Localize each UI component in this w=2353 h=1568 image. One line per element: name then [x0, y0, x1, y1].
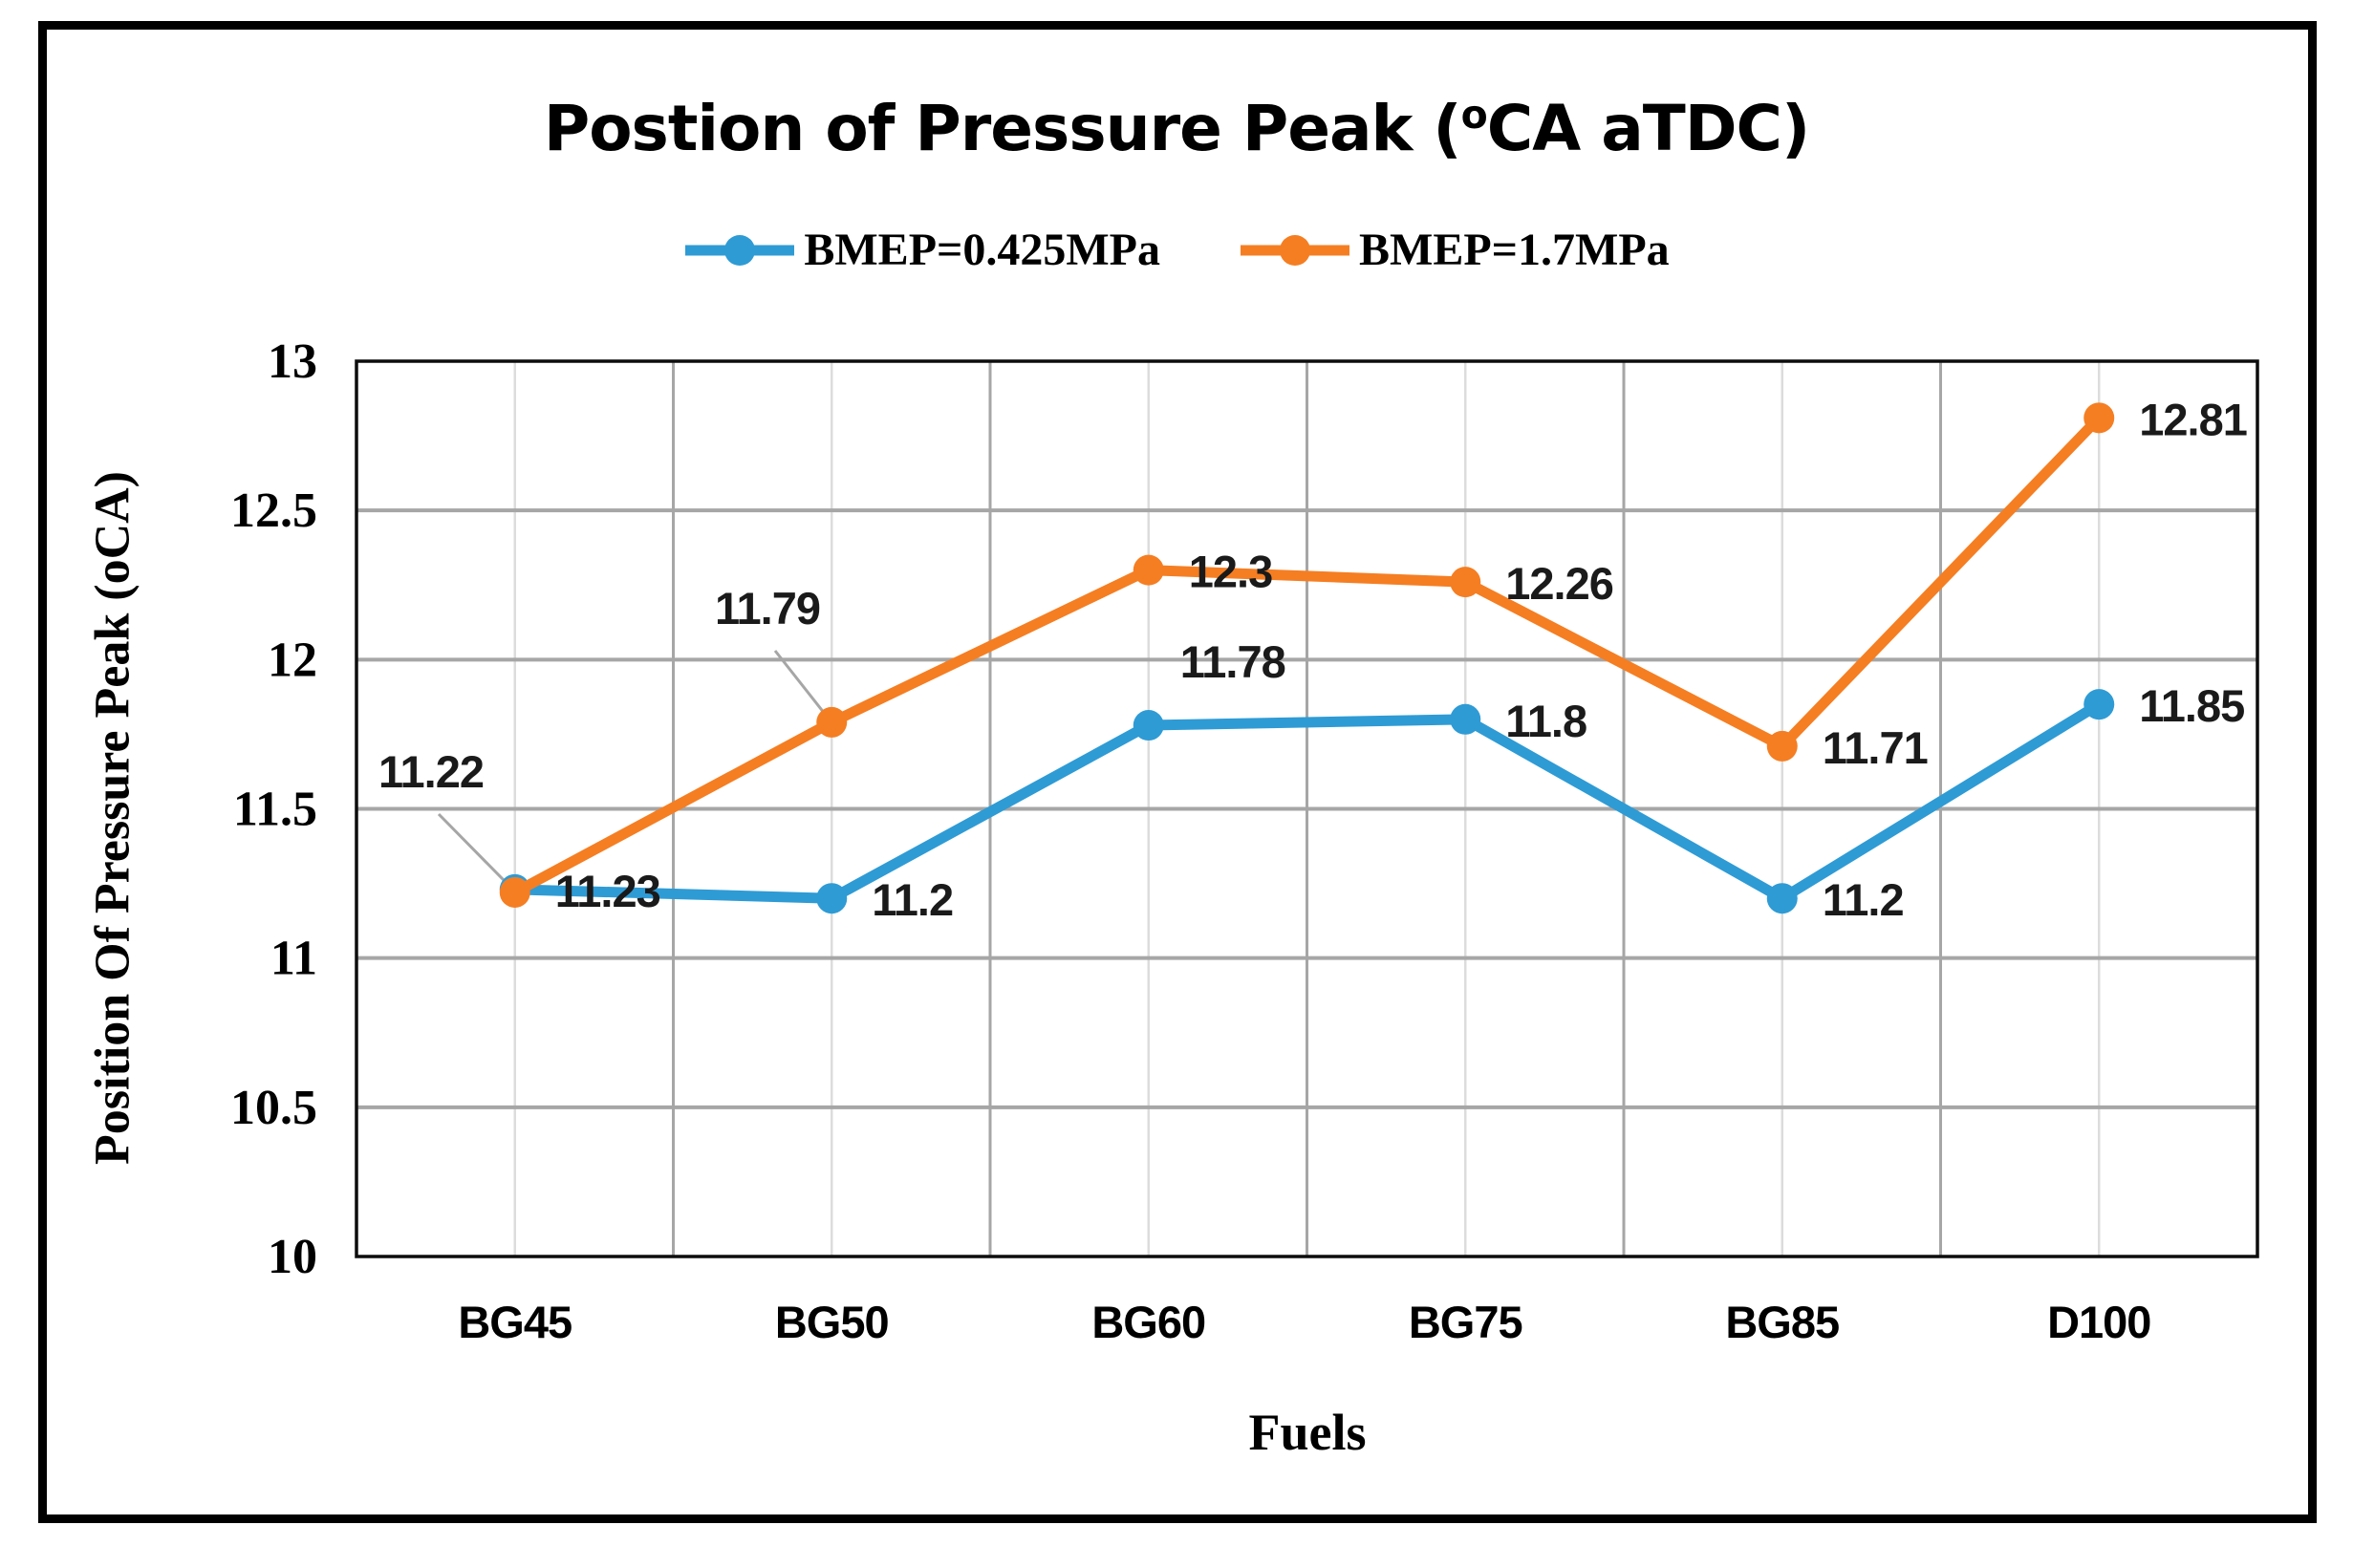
data-point-label: 11.22: [378, 746, 484, 797]
chart-title-degree-superscript: o: [1460, 92, 1488, 138]
y-tick-label: 13: [268, 334, 317, 389]
data-point: [816, 706, 848, 738]
data-point: [1766, 883, 1798, 914]
data-point-label: 11.79: [715, 583, 820, 634]
data-point: [2083, 689, 2115, 720]
data-point-label: 11.2: [872, 874, 953, 925]
y-tick-label: 10: [268, 1230, 317, 1284]
legend-label: BMEP=0.425MPa: [804, 225, 1160, 275]
y-tick-label: 10.5: [230, 1081, 317, 1135]
data-point-label: 12.81: [2139, 394, 2247, 444]
data-label-leader-line: [437, 812, 511, 889]
x-tick-label: BG45: [458, 1297, 572, 1347]
figure-border: [38, 21, 2317, 1523]
series-line-0: [509, 698, 2105, 904]
legend-label: BMEP=1.7MPa: [1359, 225, 1670, 275]
legend: BMEP=0.425MPa BMEP=1.7MPa: [0, 224, 2353, 276]
series-line-1: [509, 412, 2105, 898]
y-tick-label: 11.5: [233, 783, 317, 837]
data-point-label: 11.78: [1180, 636, 1285, 687]
chart-title-suffix: CA aTDC): [1486, 92, 1810, 165]
x-tick-label: BG85: [1725, 1297, 1839, 1347]
y-tick-label: 12.5: [230, 483, 317, 538]
chart-title-prefix: Postion of Pressure Peak (: [543, 92, 1462, 165]
data-point-label: 12.26: [1505, 558, 1613, 609]
x-tick-label: D100: [2047, 1297, 2150, 1347]
legend-marker-line-icon: [685, 234, 795, 266]
data-point: [499, 876, 530, 908]
x-axis-title: Fuels: [1248, 1404, 1367, 1461]
data-point-label: 12.3: [1189, 547, 1272, 597]
data-point-label: 11.71: [1823, 722, 1928, 773]
data-point: [1450, 703, 1481, 735]
data-point: [1450, 567, 1481, 598]
data-point: [1133, 710, 1164, 741]
data-point: [1133, 554, 1164, 586]
legend-item-bmep-0425: BMEP=0.425MPa: [683, 224, 1160, 276]
data-point: [816, 883, 848, 914]
y-tick-label: 11: [270, 932, 317, 986]
legend-item-bmep-17: BMEP=1.7MPa: [1239, 224, 1670, 276]
data-point-label: 11.8: [1505, 696, 1587, 746]
data-point-label: 11.2: [1823, 874, 1904, 925]
y-tick-label: 12: [268, 633, 317, 687]
x-tick-label: BG60: [1091, 1297, 1205, 1347]
data-point-label: 11.23: [555, 866, 660, 916]
plot-border: [355, 359, 2259, 1258]
data-point: [1766, 730, 1798, 762]
data-point-label: 11.85: [2139, 680, 2244, 731]
data-label-leader-line: [773, 650, 829, 718]
chart-title: Postion of Pressure Peak (oCA aTDC): [0, 92, 2353, 165]
x-tick-label: BG75: [1409, 1297, 1522, 1347]
x-tick-label: BG50: [775, 1297, 889, 1347]
legend-marker-line-icon: [1241, 234, 1349, 266]
data-point: [2083, 402, 2115, 434]
